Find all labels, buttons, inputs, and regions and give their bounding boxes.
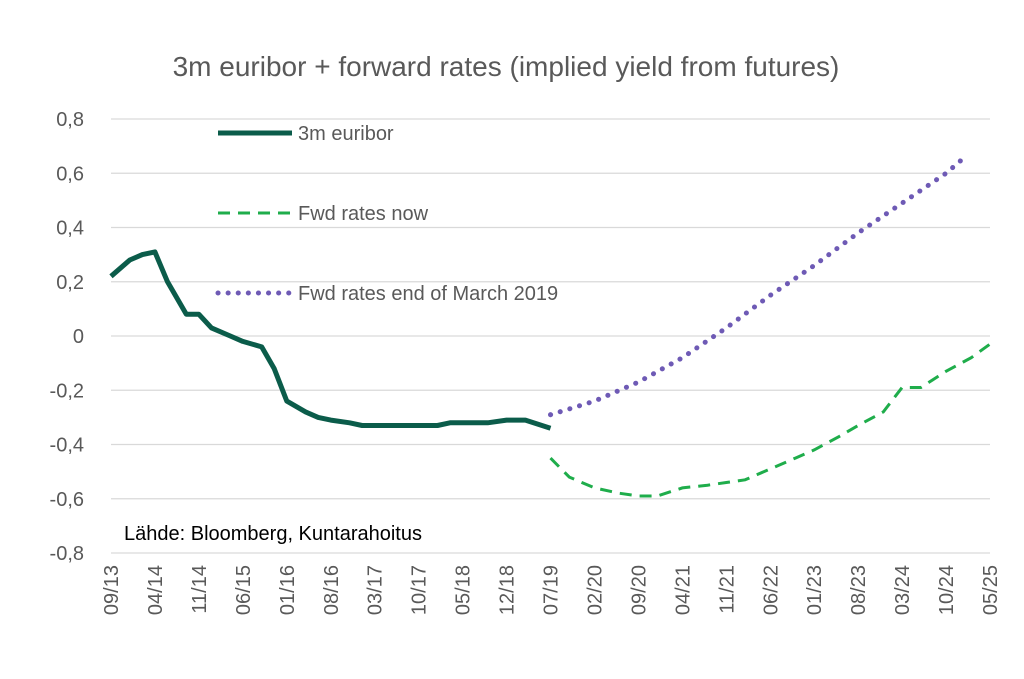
x-axis: 09/13 04/14 11/14 06/15 01/16 08/16 03/17 10/17… — [101, 565, 1002, 615]
legend-label-3: Fwd rates end of March 2019 — [298, 283, 558, 305]
y-tick-label: 0,6 — [56, 163, 84, 185]
y-tick-label: 0,2 — [56, 272, 84, 294]
series-line-2 — [549, 342, 991, 498]
x-tick-label: 09/20 — [628, 565, 650, 615]
source-note: Lähde: Bloomberg, Kuntarahoitus — [124, 523, 422, 545]
x-tick-label: 03/24 — [892, 565, 914, 615]
x-tick-label: 04/14 — [145, 565, 167, 615]
x-tick-label: 12/18 — [497, 565, 519, 615]
y-tick-label: -0,6 — [50, 489, 84, 511]
x-tick-label: 11/21 — [716, 565, 738, 614]
legend-label-1: 3m euribor — [298, 123, 394, 145]
x-tick-label: 02/20 — [584, 565, 606, 615]
y-tick-label: -0,2 — [50, 380, 84, 402]
x-tick-label: 11/14 — [189, 565, 211, 614]
series-line-3 — [548, 154, 968, 418]
grid-layer — [111, 118, 990, 554]
x-tick-label: 06/15 — [233, 565, 255, 615]
y-tick-label: 0,8 — [56, 109, 84, 131]
x-tick-label: 07/19 — [541, 565, 563, 615]
x-tick-label: 04/21 — [672, 565, 694, 615]
x-tick-label: 08/16 — [321, 565, 343, 615]
x-tick-label: 05/18 — [453, 565, 475, 615]
chart-title: 3m euribor + forward rates (implied yiel… — [173, 51, 840, 82]
series-line-1 — [109, 249, 552, 431]
series-layer — [109, 154, 991, 498]
x-tick-label: 10/17 — [409, 565, 431, 615]
x-tick-label: 09/13 — [101, 565, 123, 615]
y-tick-label: -0,8 — [50, 543, 84, 565]
x-tick-label: 03/17 — [365, 565, 387, 615]
y-tick-label: 0,4 — [56, 218, 84, 240]
x-tick-label: 01/16 — [277, 565, 299, 615]
x-tick-label: 05/25 — [980, 565, 1002, 615]
x-tick-label: 06/22 — [760, 565, 782, 615]
x-tick-label: 08/23 — [848, 565, 870, 615]
legend: 3m euribor Fwd rates now Fwd rates end of … — [215, 123, 558, 305]
y-axis: 0,8 0,6 0,4 0,2 0 -0,2 -0,4 -0,6 -0,8 — [50, 109, 84, 565]
x-tick-label: 10/24 — [936, 565, 958, 615]
legend-label-2: Fwd rates now — [298, 203, 429, 225]
y-tick-label: -0,4 — [50, 435, 84, 457]
x-tick-label: 01/23 — [804, 565, 826, 615]
y-tick-label: 0 — [73, 326, 84, 348]
